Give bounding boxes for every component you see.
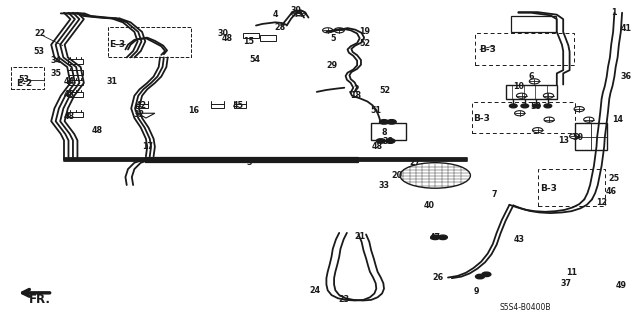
Bar <box>506 85 557 99</box>
Circle shape <box>386 139 395 143</box>
Bar <box>211 104 224 108</box>
Text: 48: 48 <box>221 34 233 43</box>
Bar <box>68 92 83 97</box>
Text: 20: 20 <box>391 171 403 180</box>
Bar <box>68 80 83 85</box>
Text: 49: 49 <box>615 281 627 290</box>
Text: 15: 15 <box>243 37 254 46</box>
Text: 33: 33 <box>378 181 390 189</box>
Text: 48: 48 <box>63 90 75 99</box>
Text: 53: 53 <box>18 75 29 84</box>
Text: 14: 14 <box>612 115 623 124</box>
Bar <box>538 169 605 206</box>
Text: 6: 6 <box>529 72 534 81</box>
Text: 50: 50 <box>572 133 584 142</box>
Text: 10: 10 <box>513 82 524 91</box>
Text: 13: 13 <box>557 136 569 145</box>
Text: 23: 23 <box>339 295 350 304</box>
Circle shape <box>438 235 447 240</box>
Text: 17: 17 <box>141 142 153 151</box>
Text: FR.: FR. <box>29 293 51 306</box>
Bar <box>68 112 83 117</box>
Text: 29: 29 <box>326 61 337 70</box>
Text: 46: 46 <box>605 187 617 196</box>
Text: 9: 9 <box>474 287 479 296</box>
Text: 1: 1 <box>612 8 617 17</box>
Text: B-3: B-3 <box>479 45 495 54</box>
Text: 19: 19 <box>359 27 371 36</box>
Bar <box>68 59 83 64</box>
Bar <box>243 33 259 38</box>
Text: 41: 41 <box>620 24 632 33</box>
Text: 52: 52 <box>359 39 371 48</box>
Bar <box>136 104 148 108</box>
Text: 52: 52 <box>379 86 390 95</box>
Text: 37: 37 <box>561 279 572 288</box>
Text: 50: 50 <box>531 102 542 111</box>
Text: 12: 12 <box>596 198 607 207</box>
Text: 3: 3 <box>247 158 252 167</box>
Text: 8: 8 <box>381 128 387 137</box>
Text: 48: 48 <box>372 142 383 151</box>
Bar <box>108 27 191 57</box>
Text: 2: 2 <box>354 85 359 94</box>
Circle shape <box>509 104 517 108</box>
Text: 48: 48 <box>63 112 75 121</box>
Text: 32: 32 <box>134 110 145 119</box>
Bar <box>68 70 83 75</box>
Text: 42: 42 <box>135 101 147 110</box>
Text: 22: 22 <box>34 29 45 38</box>
Bar <box>260 35 275 41</box>
Text: B-3: B-3 <box>474 114 490 123</box>
Text: 48: 48 <box>92 126 103 135</box>
Circle shape <box>376 139 385 143</box>
Circle shape <box>521 104 529 108</box>
Text: 7: 7 <box>492 190 497 199</box>
Text: 24: 24 <box>309 286 321 295</box>
Text: 43: 43 <box>514 235 525 244</box>
Text: 16: 16 <box>188 106 200 115</box>
Text: S5S4-B0400B: S5S4-B0400B <box>499 303 550 312</box>
Text: 39: 39 <box>291 6 302 15</box>
Bar <box>371 123 406 140</box>
Text: 47: 47 <box>429 233 441 242</box>
Text: 31: 31 <box>106 77 118 86</box>
Text: 53: 53 <box>33 47 44 56</box>
Text: 38: 38 <box>383 137 394 146</box>
Text: 36: 36 <box>620 72 632 81</box>
Text: 26: 26 <box>433 273 444 282</box>
Text: 34: 34 <box>51 56 62 65</box>
Text: 30: 30 <box>217 29 228 38</box>
Bar <box>475 33 574 65</box>
Bar <box>234 104 246 108</box>
Text: B-3: B-3 <box>540 184 557 193</box>
Text: 27: 27 <box>409 158 420 167</box>
Text: 40: 40 <box>423 201 435 210</box>
Text: 25: 25 <box>609 174 620 183</box>
Text: 4: 4 <box>273 10 278 19</box>
Bar <box>472 102 575 133</box>
Text: 35: 35 <box>51 69 62 78</box>
Circle shape <box>532 104 540 108</box>
Text: E-2: E-2 <box>16 79 32 88</box>
Circle shape <box>482 272 491 277</box>
Bar <box>575 123 607 150</box>
Circle shape <box>476 274 484 279</box>
Text: 11: 11 <box>566 268 577 277</box>
Circle shape <box>387 120 396 124</box>
Text: 51: 51 <box>371 106 382 115</box>
Text: 28: 28 <box>275 23 286 32</box>
Text: 21: 21 <box>355 232 366 241</box>
Text: 44: 44 <box>63 77 75 86</box>
Bar <box>11 67 44 89</box>
Text: 18: 18 <box>350 91 362 100</box>
Text: E-3: E-3 <box>109 40 125 49</box>
Text: 45: 45 <box>232 101 244 110</box>
Circle shape <box>380 120 388 124</box>
Circle shape <box>431 235 440 240</box>
Circle shape <box>544 104 552 108</box>
Bar <box>511 16 556 32</box>
Text: 54: 54 <box>249 55 260 63</box>
Text: 5: 5 <box>330 34 335 43</box>
